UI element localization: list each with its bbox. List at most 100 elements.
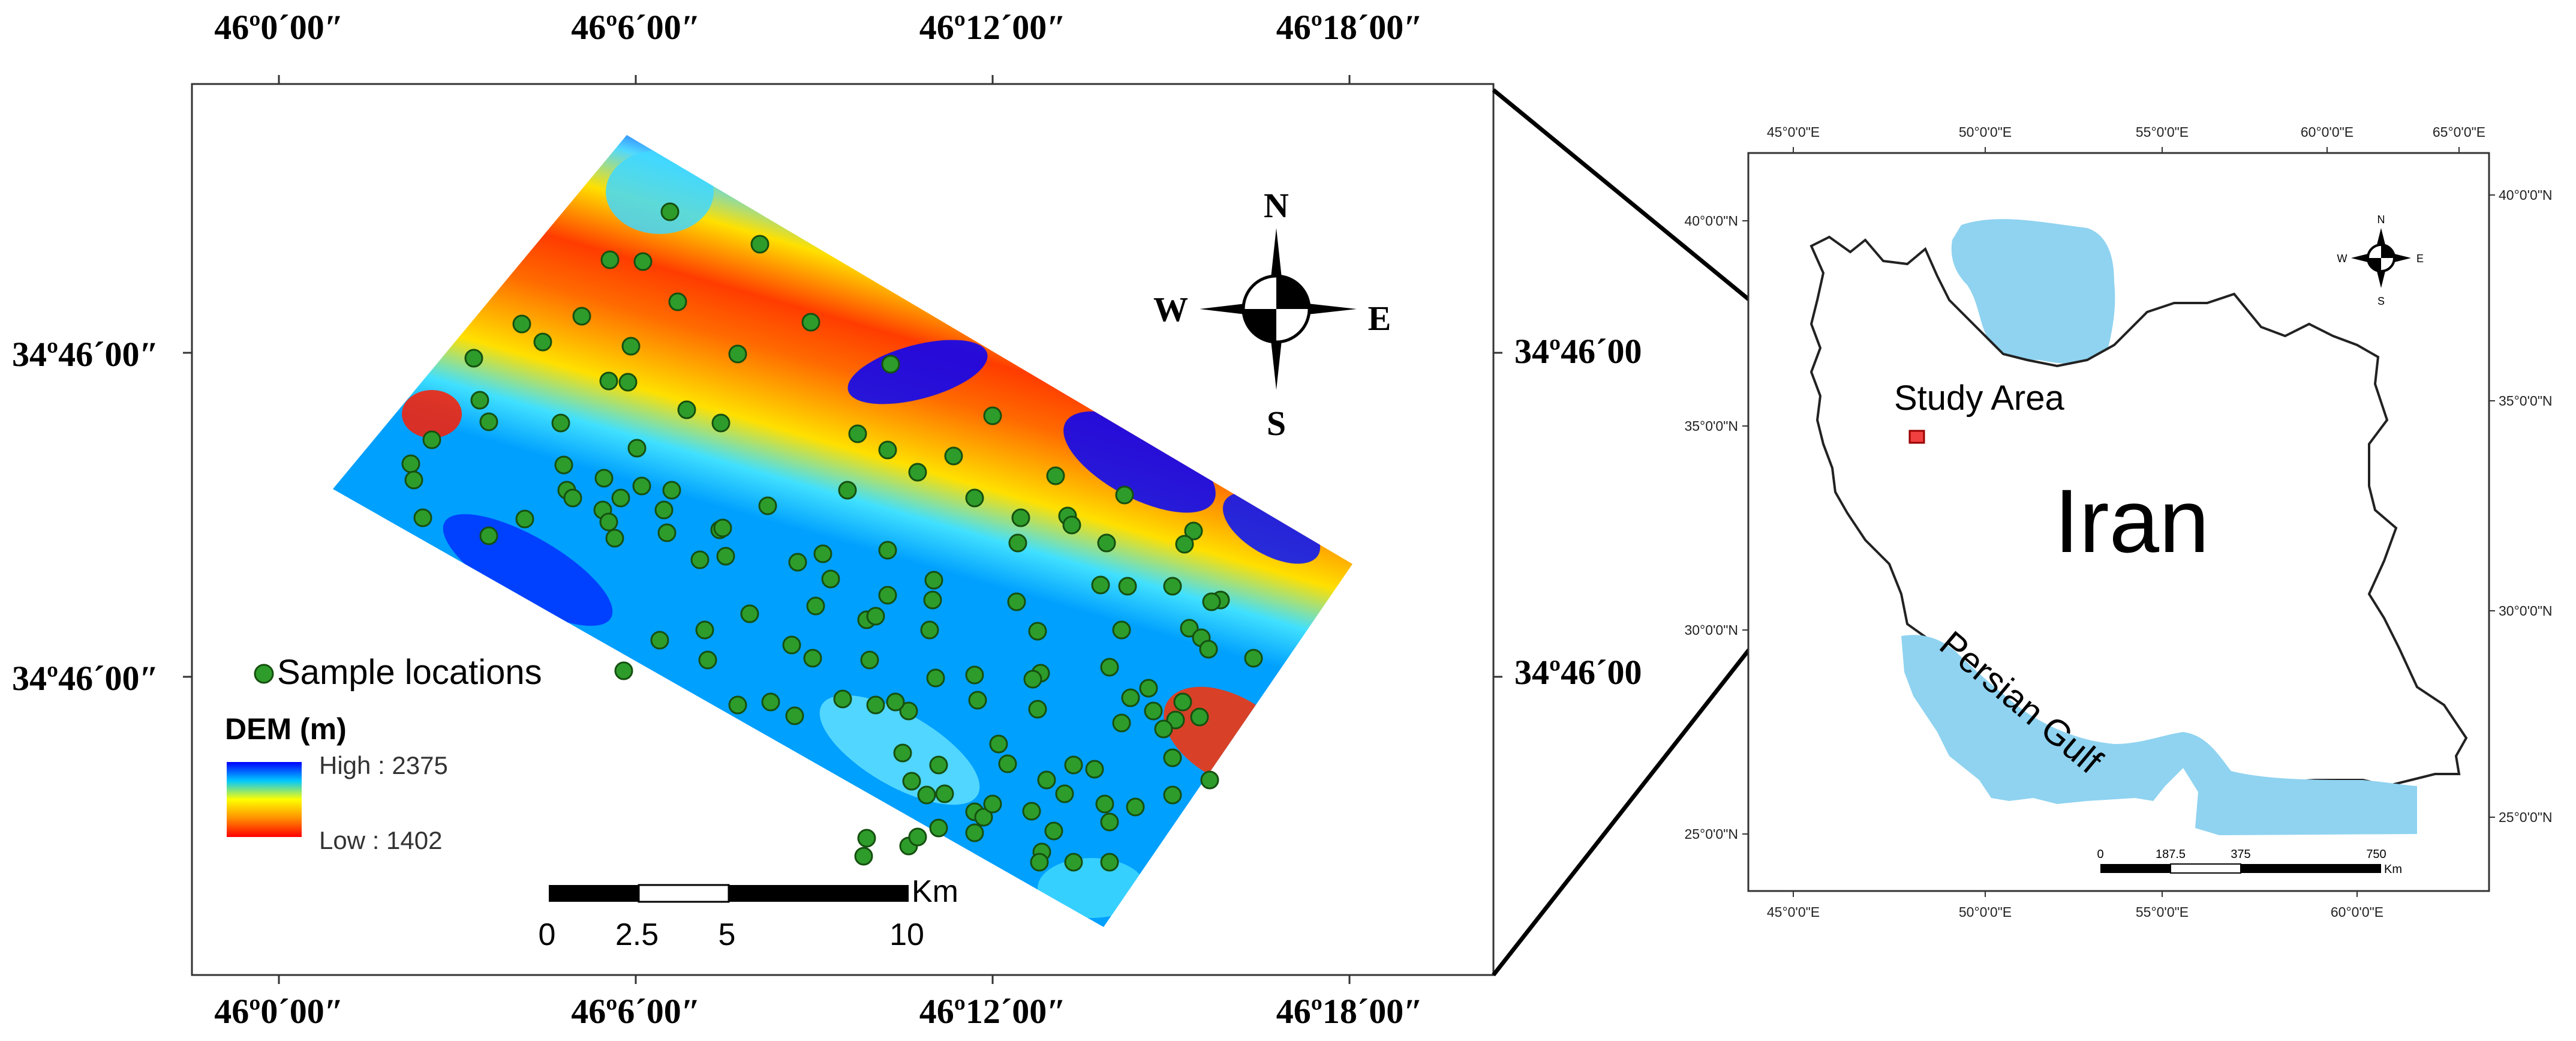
sample-point [899, 701, 918, 721]
sample-point [677, 400, 696, 419]
compass-icon: N S W E [2337, 214, 2424, 307]
sample-point [594, 469, 614, 488]
sample-point [893, 743, 912, 763]
sample-point [470, 391, 489, 410]
scale-tick-0: 0 [539, 917, 556, 952]
sample-point [413, 508, 432, 527]
top-lon-label-1: 46º6´00″ [571, 8, 701, 47]
sample-point [1022, 802, 1041, 821]
sample-point [1064, 853, 1083, 872]
left-lat-label-0: 34º46´00″ [12, 335, 159, 374]
sample-point [813, 544, 832, 563]
sample-point [668, 292, 687, 311]
sample-point [614, 661, 633, 680]
sample-point [833, 689, 852, 709]
sample-point [1200, 770, 1219, 790]
sample-point [515, 509, 534, 529]
sample-point [479, 526, 498, 545]
sample-point [1175, 535, 1194, 554]
sample-point [983, 794, 1002, 814]
iran-outline [1809, 235, 2468, 788]
sample-point [866, 607, 885, 626]
inset-scale-tick-0: 0 [2097, 848, 2103, 861]
inset-left-lat-0: 40°0'0"N [1684, 213, 1738, 229]
sample-point [1055, 784, 1074, 803]
sample-point [801, 313, 820, 332]
dem-legend-title: DEM (m) [225, 712, 347, 746]
legend: Sample locations DEM (m) High : 2375 Low… [225, 653, 542, 854]
sample-point [1202, 592, 1221, 611]
study-area-label: Study Area [1894, 379, 2064, 418]
sample-point [713, 518, 732, 538]
sample-point [838, 481, 857, 500]
sample-point [998, 754, 1017, 773]
sample-point [1046, 466, 1065, 485]
inset-bottom-lon-1: 50°0'0"E [1959, 904, 2012, 920]
sample-point [1112, 713, 1131, 733]
sample-point [627, 439, 647, 458]
inset-ticks [1742, 147, 2495, 897]
sample-point [1126, 797, 1145, 817]
sample-point [860, 650, 879, 670]
sample-point [1023, 670, 1042, 689]
inset-scale-unit: Km [2384, 863, 2402, 876]
sample-point [908, 463, 927, 482]
sample-point [1044, 821, 1063, 841]
sample-point [924, 571, 943, 590]
sample-point [878, 586, 897, 605]
sample-point [650, 631, 669, 650]
sample-point [944, 446, 963, 466]
inset-top-lon-4: 65°0'0"E [2433, 124, 2485, 140]
sample-point [1144, 701, 1163, 721]
sample-point [848, 424, 867, 443]
sample-point [654, 500, 674, 520]
inset-scale-tick-3: 750 [2366, 848, 2386, 861]
study-area-map: N S W E Sample locations DEM (m) High : … [12, 8, 1642, 1031]
sample-point [1115, 485, 1134, 505]
sample-point [690, 550, 710, 569]
sample-point [878, 541, 897, 560]
sample-point [698, 650, 717, 670]
sample-point [599, 371, 618, 391]
inset-top-lon-3: 60°0'0"E [2301, 124, 2353, 140]
compass-n: N [2377, 214, 2385, 226]
sample-point [908, 827, 927, 847]
sample-point [968, 691, 987, 710]
sample-point [1139, 679, 1158, 698]
sample-point [1199, 640, 1218, 659]
sample-point [1062, 515, 1081, 535]
sample-point [983, 406, 1002, 425]
sample-point [886, 692, 905, 712]
sample-point [662, 481, 681, 500]
sample-point [1100, 812, 1119, 832]
scale-bar: Km 0 2.5 5 10 [539, 874, 958, 952]
sample-point [926, 668, 945, 688]
sample-legend-symbol [254, 664, 274, 684]
sample-point [758, 496, 777, 515]
sample-point [695, 620, 714, 640]
sample-point [572, 307, 591, 326]
sample-point [1163, 785, 1182, 805]
sample-point [464, 349, 483, 368]
sample-point [632, 476, 651, 496]
inset-right-lat-1: 35°0'0"N [2499, 393, 2553, 409]
scale-tick-3: 10 [889, 917, 924, 952]
sample-point [1173, 692, 1192, 712]
sample-point [605, 529, 624, 548]
compass-e: E [2416, 253, 2424, 265]
west-label: W [1153, 290, 1188, 329]
sample-point [728, 695, 747, 715]
right-lat-label-0: 34º46´00 [1514, 332, 1642, 371]
sample-point [657, 523, 677, 542]
sample-point [422, 430, 441, 449]
sample-point [1100, 658, 1119, 677]
inset-right-lat-2: 30°0'0"N [2499, 603, 2553, 619]
sample-point [1095, 794, 1114, 814]
inset-left-lat-3: 25°0'0"N [1684, 826, 1738, 842]
scale-tick-1: 2.5 [615, 917, 659, 952]
inset-left-lat-2: 30°0'0"N [1684, 622, 1738, 638]
sample-point [1011, 508, 1030, 527]
sample-points [401, 202, 1263, 872]
sample-point [866, 695, 885, 715]
